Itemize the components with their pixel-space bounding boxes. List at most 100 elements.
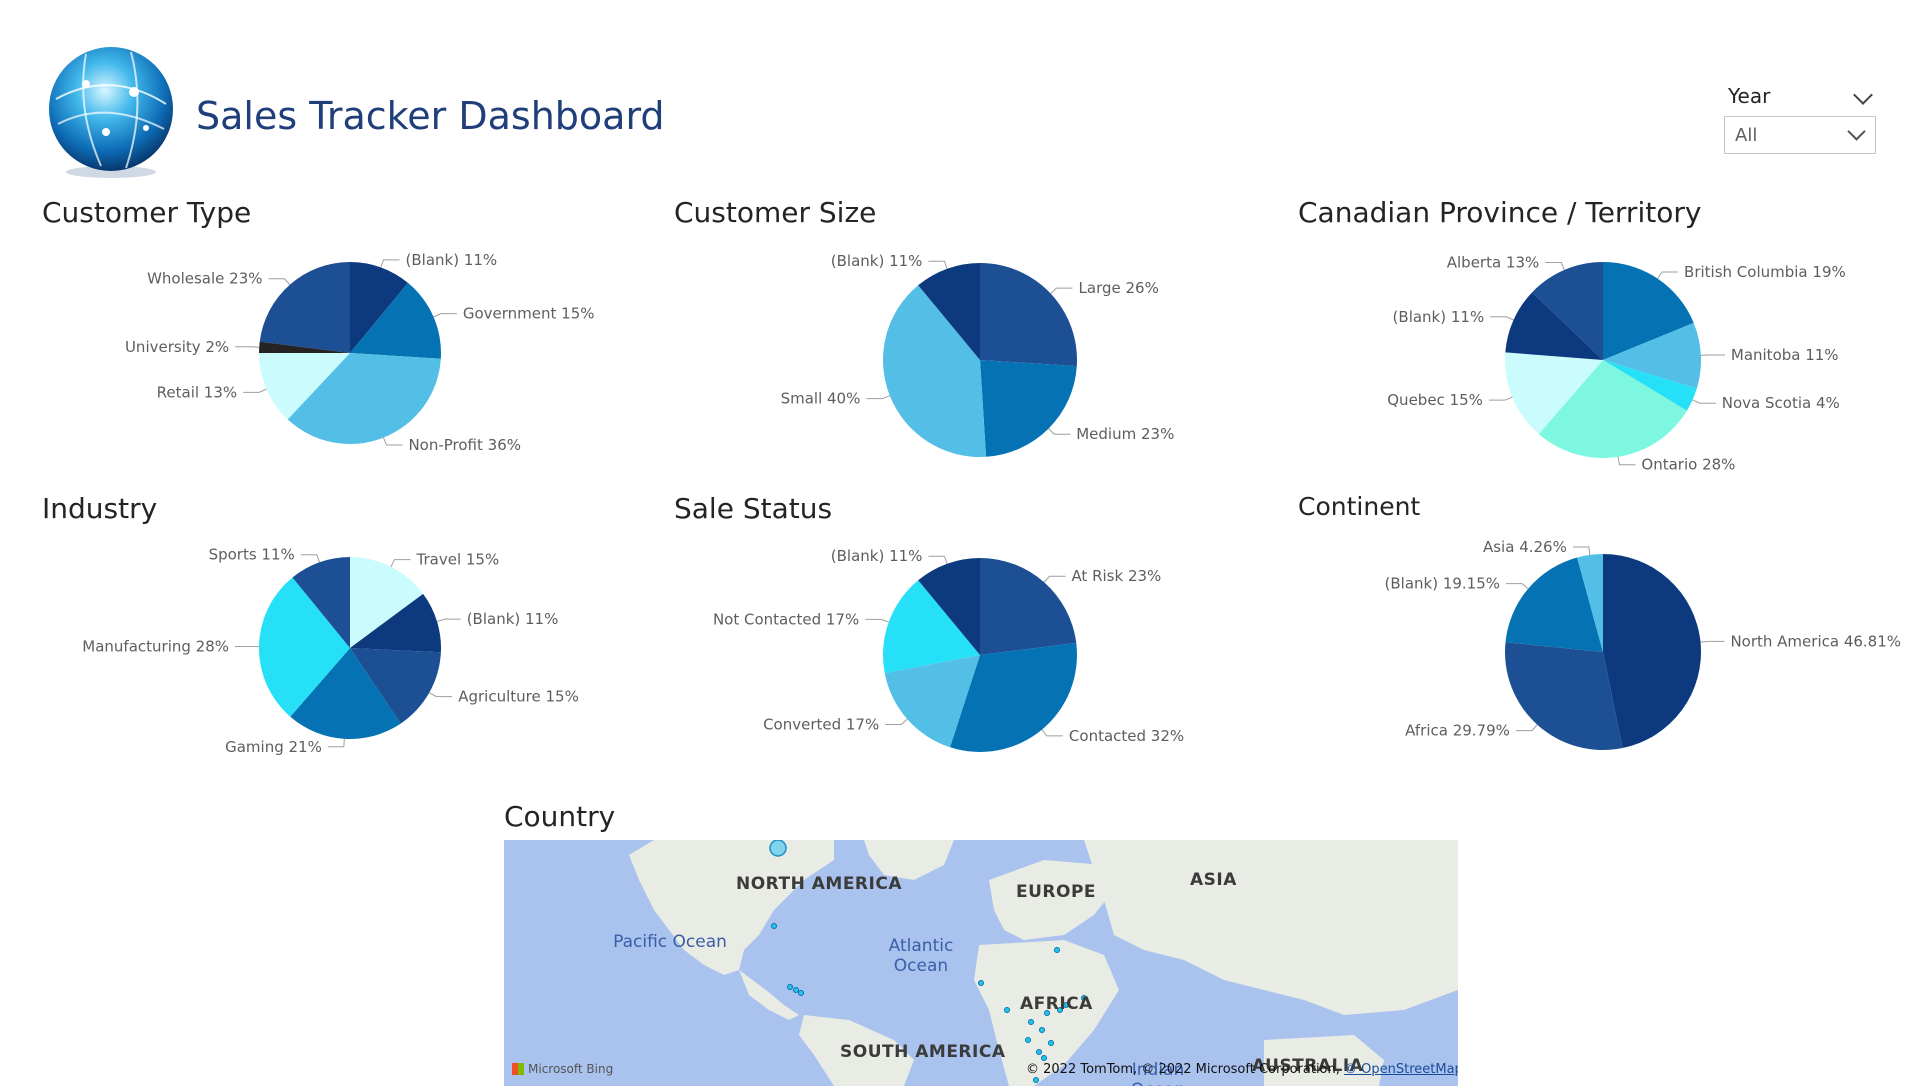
canadian-province-pie: British Columbia 19% Manitoba 11% Nova Sco… xyxy=(1387,254,1846,474)
customer-type-slice-5[interactable] xyxy=(260,262,350,353)
continent-label-asia: ASIA xyxy=(1190,870,1237,890)
customer-size-leader-2 xyxy=(866,396,889,399)
map-marker xyxy=(794,988,799,993)
customer-size-slice-0[interactable] xyxy=(980,263,1077,366)
industry-label-2: Agriculture 15% xyxy=(458,688,579,706)
industry-label-1: (Blank) 11% xyxy=(467,610,559,628)
customer-size-label-0: Large 26% xyxy=(1079,279,1159,297)
customer-size-pie: Large 26% Medium 23% Small 40% (Blank) 11% xyxy=(781,252,1175,457)
industry-label-5: Sports 11% xyxy=(209,546,295,564)
map-marker xyxy=(1037,1050,1042,1055)
map-marker xyxy=(1055,948,1060,953)
map-marker xyxy=(772,924,777,929)
continent-slice-0[interactable] xyxy=(1603,554,1701,748)
continent-label-europe: EUROPE xyxy=(1016,882,1096,902)
customer-size-label-3: (Blank) 11% xyxy=(831,252,923,270)
continent-label-1: Africa 29.79% xyxy=(1405,722,1510,740)
map-marker xyxy=(1042,1056,1047,1061)
continent-label-3: Asia 4.26% xyxy=(1483,538,1567,556)
customer-type-label-4: University 2% xyxy=(125,338,229,356)
customer-type-leader-5 xyxy=(269,279,290,285)
map-marker xyxy=(1005,1008,1010,1013)
sale-status-slice-0[interactable] xyxy=(980,558,1076,655)
sale-status-label-4: (Blank) 11% xyxy=(831,547,923,565)
customer-type-leader-1 xyxy=(434,314,457,317)
map-marker xyxy=(979,981,984,986)
canadian-province-label-1: Manitoba 11% xyxy=(1731,346,1839,364)
continent-leader-2 xyxy=(1506,584,1528,589)
customer-size-label-2: Small 40% xyxy=(781,390,861,408)
ocean-label-pacific: Pacific Ocean xyxy=(610,932,730,952)
industry-leader-5 xyxy=(301,555,320,563)
microsoft-logo-icon xyxy=(512,1063,524,1075)
sale-status-label-0: At Risk 23% xyxy=(1071,567,1161,585)
customer-type-leader-4 xyxy=(235,347,259,348)
industry-label-4: Manufacturing 28% xyxy=(82,637,229,655)
customer-type-label-2: Non-Profit 36% xyxy=(408,436,521,454)
sale-status-label-1: Contacted 32% xyxy=(1069,727,1184,745)
canadian-province-label-3: Ontario 28% xyxy=(1641,456,1735,474)
industry-pie: Travel 15%(Blank) 11%Agriculture 15%Gami… xyxy=(82,546,579,756)
bing-logo: Microsoft Bing xyxy=(512,1062,613,1076)
canadian-province-label-6: Alberta 13% xyxy=(1447,254,1540,272)
customer-type-label-5: Wholesale 23% xyxy=(147,270,262,288)
sale-status-leader-3 xyxy=(865,619,889,622)
continent-leader-1 xyxy=(1516,725,1537,731)
continent-label-south-america: SOUTH AMERICA xyxy=(840,1042,1005,1062)
customer-size-leader-3 xyxy=(928,261,947,269)
industry-label-3: Gaming 21% xyxy=(225,738,322,756)
sale-status-leader-1 xyxy=(1042,730,1063,736)
canadian-province-leader-2 xyxy=(1692,400,1715,403)
map-marker xyxy=(1026,1038,1031,1043)
map-marker xyxy=(788,985,793,990)
canadian-province-leader-5 xyxy=(1490,317,1513,320)
canadian-province-leader-4 xyxy=(1489,397,1512,400)
customer-type-label-1: Government 15% xyxy=(463,305,595,323)
map-marker xyxy=(799,991,804,996)
customer-size-label-1: Medium 23% xyxy=(1076,425,1174,443)
map-marker xyxy=(770,840,786,856)
continent-leader-0 xyxy=(1701,641,1725,642)
canadian-province-label-5: (Blank) 11% xyxy=(1393,308,1485,326)
customer-type-leader-3 xyxy=(243,389,266,392)
customer-type-label-0: (Blank) 11% xyxy=(406,251,498,269)
customer-type-leader-2 xyxy=(383,438,402,445)
industry-leader-1 xyxy=(437,619,461,621)
continent-leader-3 xyxy=(1573,547,1590,555)
map-credit-text: © 2022 TomTom, © 2022 Microsoft Corporat… xyxy=(1026,1062,1344,1077)
map-marker xyxy=(1029,1020,1034,1025)
customer-type-label-3: Retail 13% xyxy=(157,383,238,401)
map-marker xyxy=(1040,1028,1045,1033)
customer-type-leader-0 xyxy=(381,260,400,268)
country-map[interactable]: Pacific Ocean Atlantic Ocean Indian Ocea… xyxy=(504,840,1458,1086)
canadian-province-leader-3 xyxy=(1618,457,1635,465)
customer-size-leader-0 xyxy=(1051,288,1073,293)
sale-status-leader-4 xyxy=(928,556,947,564)
canadian-province-label-4: Quebec 15% xyxy=(1387,391,1483,409)
customer-size-leader-1 xyxy=(1049,429,1071,435)
sale-status-leader-2 xyxy=(885,719,907,724)
industry-leader-2 xyxy=(429,693,452,697)
customer-size-slice-1[interactable] xyxy=(980,360,1077,457)
asia-landmass xyxy=(1084,840,1458,1015)
map-provider: Microsoft Bing xyxy=(528,1062,613,1076)
canadian-province-leader-6 xyxy=(1545,263,1564,270)
map-marker xyxy=(1049,1041,1054,1046)
industry-leader-3 xyxy=(328,739,344,747)
openstreetmap-link[interactable]: © OpenStreetMap xyxy=(1344,1062,1458,1077)
canadian-province-label-0: British Columbia 19% xyxy=(1684,263,1846,281)
continent-label-2: (Blank) 19.15% xyxy=(1385,575,1501,593)
industry-leader-0 xyxy=(391,560,411,567)
continent-label-africa: AFRICA xyxy=(1020,994,1093,1014)
central-america-landmass xyxy=(739,970,799,1020)
canadian-province-label-2: Nova Scotia 4% xyxy=(1722,394,1840,412)
continent-label-north-america: NORTH AMERICA xyxy=(736,874,902,894)
continent-label-0: North America 46.81% xyxy=(1730,632,1901,650)
sale-status-leader-0 xyxy=(1044,576,1065,582)
sale-status-label-3: Not Contacted 17% xyxy=(713,610,859,628)
sale-status-label-2: Converted 17% xyxy=(763,715,879,733)
sale-status-pie: At Risk 23% Contacted 32% Converted 17% Not… xyxy=(713,547,1184,752)
customer-type-pie: (Blank) 11% Government 15% Non-Profit 36% R… xyxy=(125,251,595,454)
canadian-province-leader-0 xyxy=(1658,272,1678,279)
map-marker xyxy=(1034,1078,1039,1083)
